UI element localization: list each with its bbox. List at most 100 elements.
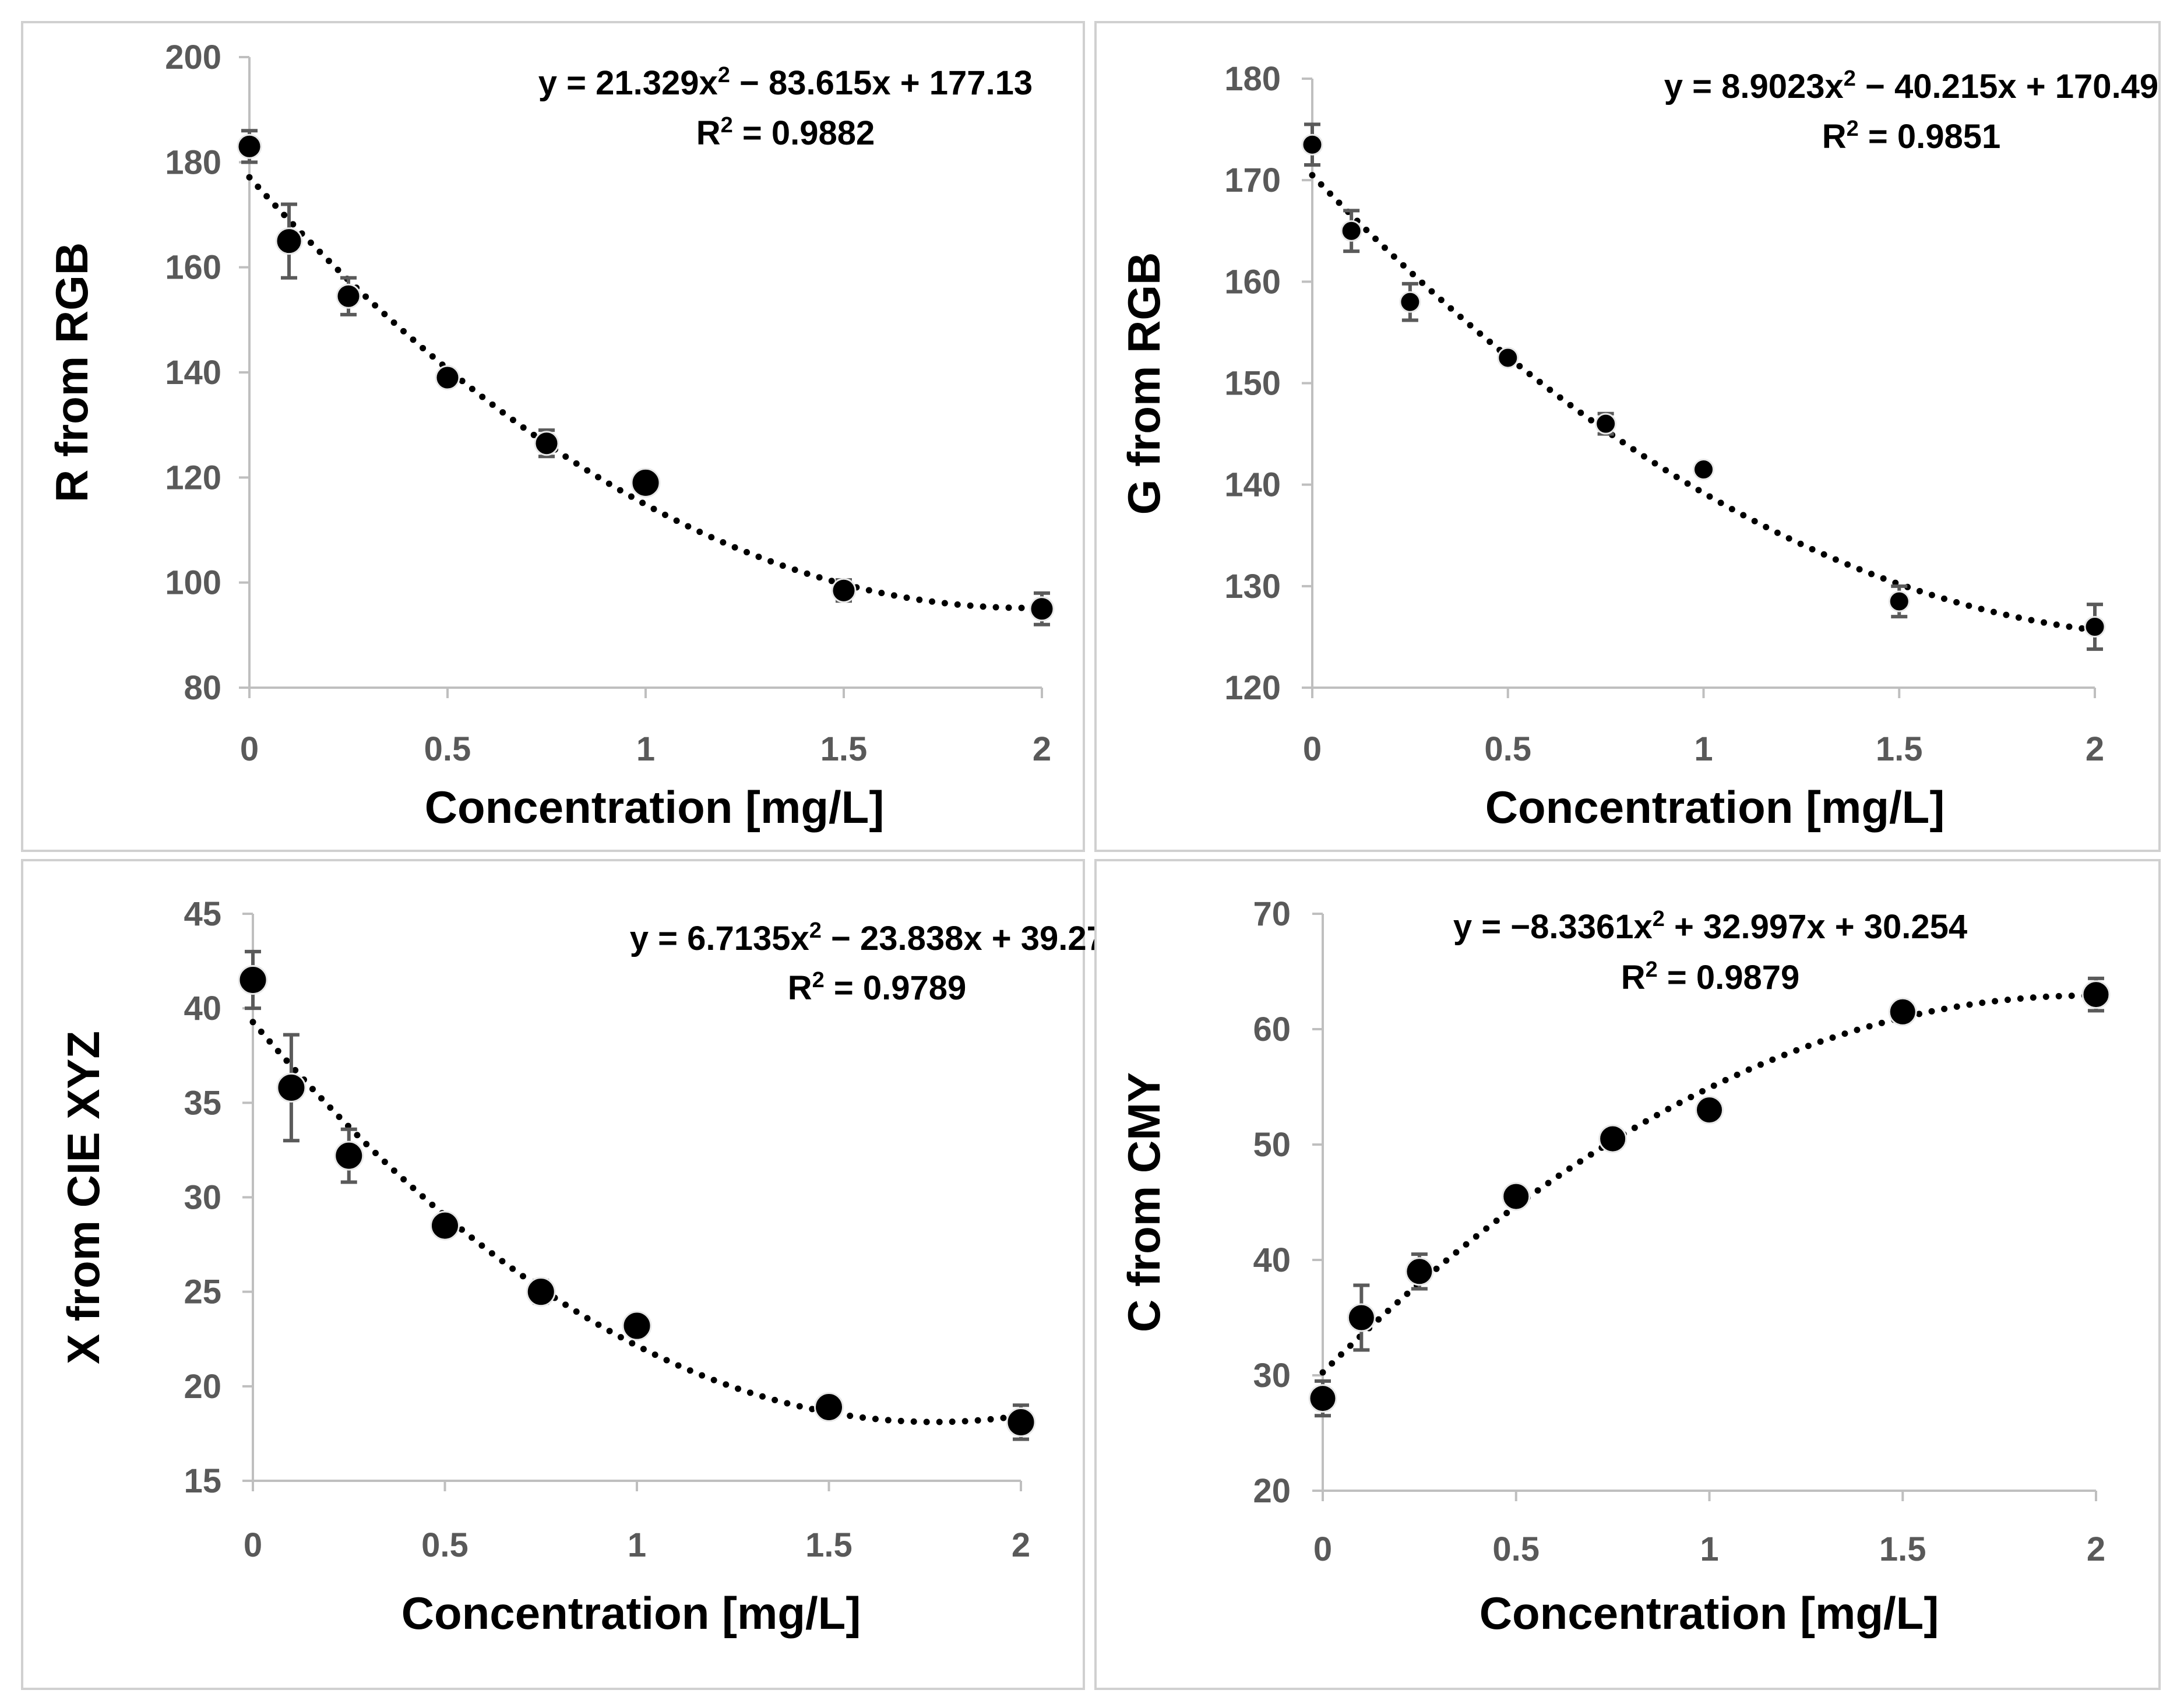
panel-frame (1094, 21, 2161, 852)
x-tick-label: 0.5 (1484, 730, 1531, 768)
y-tick-label: 200 (165, 38, 221, 76)
data-point (2084, 616, 2106, 638)
chart-panel-top-left: 80 100 120 140 160 180 200 0 0.5 1 1.5 2 Concentrati… (21, 21, 1085, 852)
y-tick-label: 45 (184, 895, 221, 933)
data-point (430, 1210, 460, 1241)
data-point (534, 431, 559, 456)
x-tick-label: 0 (240, 730, 259, 768)
y-tick-label: 70 (1253, 895, 1291, 933)
y-tick-label: 20 (1253, 1472, 1291, 1510)
x-tick-label: 2 (2087, 1530, 2105, 1568)
y-tick-label: 15 (184, 1462, 221, 1500)
x-tick-label: 1 (636, 730, 655, 768)
x-tick-label: 2 (1033, 730, 1051, 768)
panel-frame (1094, 859, 2161, 1690)
data-point (1497, 347, 1519, 369)
data-point (630, 467, 661, 498)
data-point (1693, 459, 1714, 481)
y-tick-label: 60 (1253, 1011, 1291, 1048)
data-point (238, 965, 268, 995)
r-squared-label: R2 = 0.9789 (788, 968, 967, 1007)
y-tick-label: 160 (165, 249, 221, 287)
data-point (1595, 413, 1617, 435)
trendline (246, 174, 1045, 611)
x-tick-label: 1 (1694, 730, 1713, 768)
x-tick-label: 0 (1313, 1530, 1332, 1568)
data-point (1502, 1182, 1531, 1211)
trendline-equation: y = −8.3361x2 + 32.997x + 30.254 (1453, 907, 1967, 946)
y-tick-label: 80 (184, 669, 221, 707)
data-point (1695, 1096, 1724, 1125)
data-point (1308, 1384, 1337, 1413)
y-tick-label: 150 (1224, 365, 1281, 403)
data-point (1006, 1407, 1036, 1437)
y-tick-label: 120 (1224, 669, 1281, 707)
y-tick-label: 140 (1224, 466, 1281, 504)
chart-panel-bottom-left: 15 20 25 30 35 40 45 0 0.5 1 1.5 2 Concentration [mg… (21, 859, 1124, 1690)
chart-panel-bottom-right: 20 30 40 50 60 70 0 0.5 1 1.5 2 Concentration [mg/L… (1094, 859, 2161, 1690)
data-point (831, 578, 857, 603)
panel-frame (21, 859, 1085, 1690)
data-point (1340, 220, 1362, 242)
x-tick-label: 0 (244, 1526, 262, 1564)
data-point (336, 283, 361, 309)
y-tick-label: 40 (1253, 1241, 1291, 1279)
x-tick-label: 1 (628, 1526, 646, 1564)
y-tick-label: 170 (1224, 161, 1281, 199)
data-point (1405, 1257, 1434, 1286)
r-squared-label: R2 = 0.9882 (696, 113, 875, 152)
x-tick-label: 1.5 (1879, 1530, 1926, 1568)
y-tick-label: 100 (165, 564, 221, 602)
y-tick-label: 130 (1224, 568, 1281, 605)
y-tick-label: 20 (184, 1368, 221, 1406)
data-point (1399, 291, 1421, 313)
x-tick-label: 2 (1012, 1526, 1030, 1564)
data-point (1888, 590, 1910, 612)
data-point (1029, 596, 1055, 622)
y-tick-label: 180 (165, 143, 221, 181)
x-tick-label: 0.5 (421, 1526, 468, 1564)
data-point (237, 133, 262, 159)
x-tick-label: 0.5 (1492, 1530, 1540, 1568)
x-axis-label: Concentration [mg/L] (425, 781, 885, 833)
data-point (334, 1140, 364, 1171)
r-squared-label: R2 = 0.9879 (1621, 957, 1800, 997)
y-tick-label: 180 (1224, 60, 1281, 98)
x-tick-label: 1.5 (805, 1526, 853, 1564)
y-tick-label: 40 (184, 990, 221, 1027)
chart-panel-top-right: 120 130 140 150 160 170 180 0 0.5 1 1.5 2 Concentrat… (1094, 21, 2161, 852)
x-axis-label: Concentration [mg/L] (1485, 781, 1945, 833)
data-point (275, 227, 303, 255)
y-tick-label: 30 (1253, 1357, 1291, 1395)
data-point (2081, 980, 2111, 1009)
x-tick-label: 1 (1700, 1530, 1718, 1568)
data-point (1888, 997, 1917, 1026)
x-tick-label: 1.5 (1876, 730, 1923, 768)
data-point (276, 1072, 307, 1103)
y-tick-label: 120 (165, 459, 221, 497)
trendline (1309, 172, 2098, 633)
x-axis-label: Concentration [mg/L] (1480, 1587, 1939, 1639)
y-tick-label: 140 (165, 354, 221, 392)
y-tick-label: 35 (184, 1084, 221, 1122)
data-point (1301, 133, 1323, 156)
y-axis-label: X from CIE XYZ (58, 1031, 109, 1364)
trendline-equation: y = 21.329x2 − 83.615x + 177.13 (538, 63, 1033, 102)
data-point (526, 1277, 556, 1307)
x-tick-label: 1.5 (820, 730, 868, 768)
trendline (1319, 992, 2100, 1376)
trendline-equation: y = 8.9023x2 − 40.215x + 170.49 (1664, 66, 2158, 105)
y-axis-label: C from CMY (1118, 1072, 1170, 1332)
r-squared-label: R2 = 0.9851 (1822, 117, 2001, 156)
y-tick-label: 160 (1224, 263, 1281, 301)
x-tick-label: 2 (2086, 730, 2104, 768)
data-point (814, 1392, 844, 1423)
data-point (435, 365, 460, 390)
x-tick-label: 0.5 (424, 730, 471, 768)
data-point (1347, 1303, 1376, 1332)
data-point (1598, 1124, 1628, 1153)
x-axis-label: Concentration [mg/L] (401, 1587, 861, 1639)
y-axis-label: R from RGB (46, 242, 97, 502)
x-tick-label: 0 (1303, 730, 1322, 768)
